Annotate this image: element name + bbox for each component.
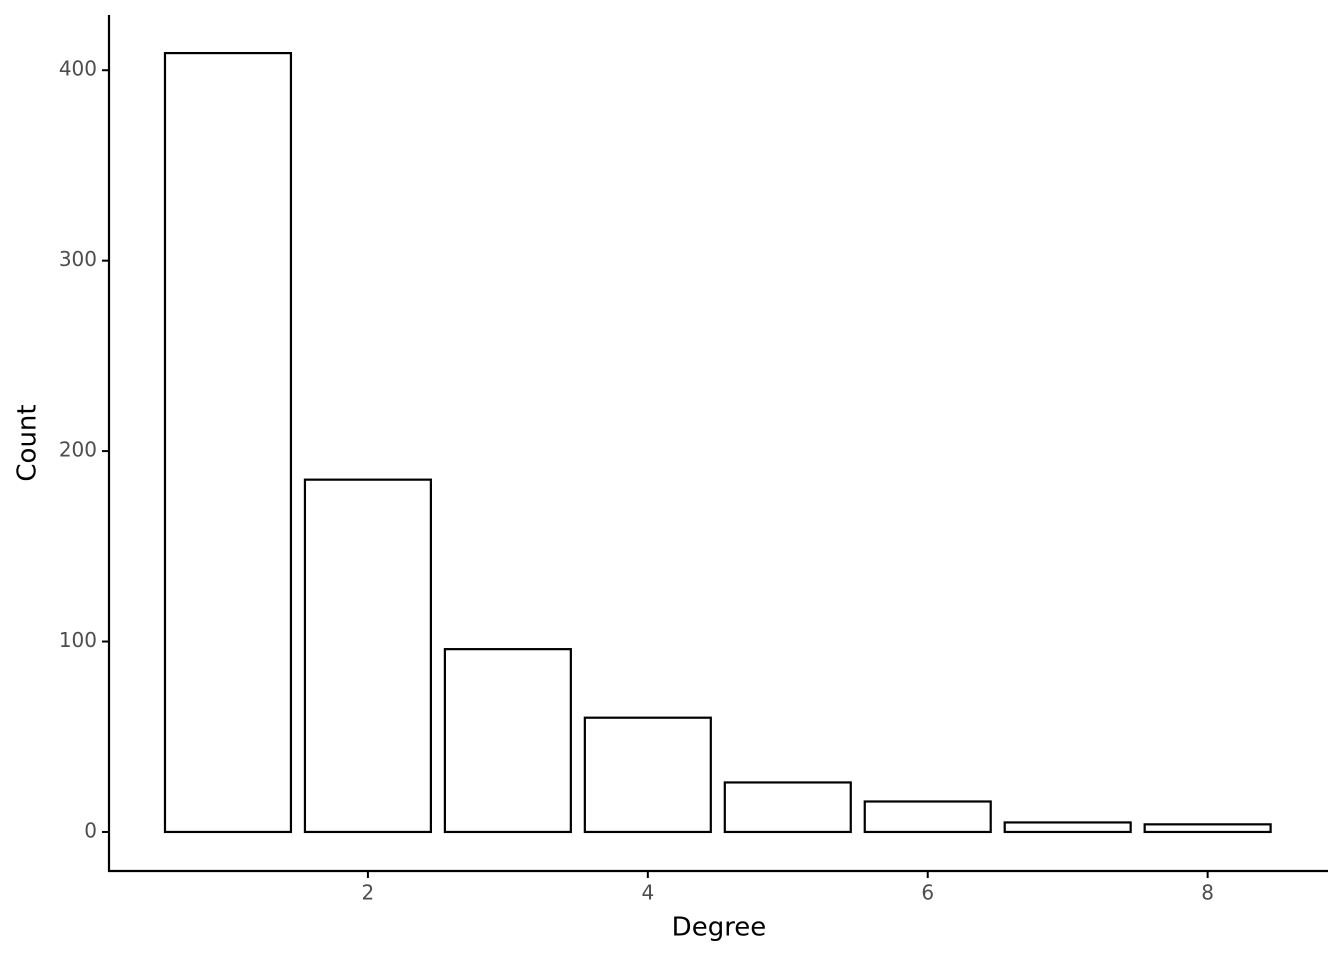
y-tick-label: 300: [59, 247, 97, 271]
bar: [863, 800, 992, 834]
x-axis-title: Degree: [672, 913, 767, 943]
x-tick-label: 2: [362, 881, 375, 905]
y-tick-label: 0: [84, 818, 97, 842]
x-tick-label: 8: [1201, 881, 1214, 905]
bar: [583, 716, 712, 834]
bar: [303, 478, 432, 834]
x-tick-label: 6: [921, 881, 934, 905]
bar: [163, 51, 293, 834]
x-tick-label: 4: [641, 881, 654, 905]
bar: [1003, 821, 1132, 834]
bar: [443, 648, 572, 834]
y-tick-label: 400: [59, 57, 97, 81]
bar: [1143, 823, 1272, 834]
bar: [723, 781, 852, 834]
y-tick-label: 200: [59, 438, 97, 462]
y-tick-label: 100: [59, 628, 97, 652]
y-axis-title: Count: [13, 404, 43, 481]
